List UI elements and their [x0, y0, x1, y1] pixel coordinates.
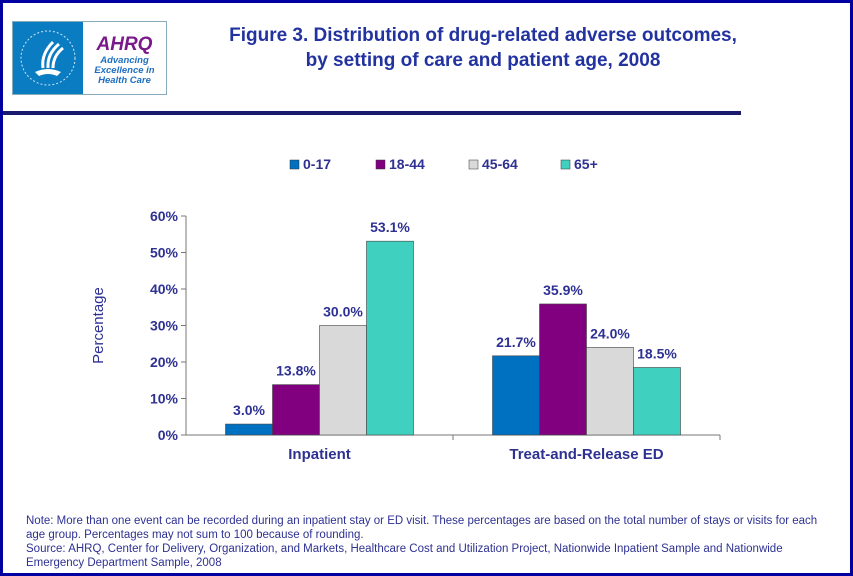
title-rule — [3, 111, 741, 115]
ahrq-tagline: Advancing Excellence in Health Care — [94, 55, 155, 86]
data-label: 30.0% — [323, 304, 363, 320]
bar-18-44 — [272, 384, 320, 436]
chart-title: Figure 3. Distribution of drug-related a… — [183, 23, 783, 73]
source-text: Source: AHRQ, Center for Delivery, Organ… — [26, 543, 783, 569]
eagle-icon — [20, 30, 76, 86]
data-label: 35.9% — [543, 282, 583, 298]
data-label: 21.7% — [496, 334, 536, 350]
data-label: 24.0% — [590, 325, 630, 341]
legend-label: 65+ — [574, 156, 598, 172]
title-line-1: Figure 3. Distribution of drug-related a… — [229, 25, 737, 46]
logo: AHRQ Advancing Excellence in Health Care — [12, 21, 167, 95]
y-tick-label: 20% — [150, 354, 179, 370]
category-label: Treat-and-Release ED — [509, 446, 663, 463]
data-label: 13.8% — [276, 363, 316, 379]
y-axis-label: Percentage — [90, 287, 107, 364]
title-line-2: by setting of care and patient age, 2008 — [305, 50, 661, 71]
legend-swatch-65+ — [560, 159, 571, 170]
hhs-logo — [13, 22, 83, 94]
note-text: Note: More than one event can be recorde… — [26, 515, 818, 541]
data-label: 3.0% — [233, 402, 265, 418]
legend-label: 45-64 — [482, 156, 518, 172]
legend-swatch-0-17 — [289, 159, 300, 170]
y-tick-label: 40% — [150, 281, 179, 297]
y-tick-label: 10% — [150, 391, 179, 407]
data-label: 18.5% — [637, 345, 677, 361]
y-tick-label: 50% — [150, 245, 179, 261]
bar-18-44 — [539, 303, 587, 436]
y-tick-label: 30% — [150, 318, 179, 334]
data-label: 53.1% — [370, 219, 410, 235]
y-tick-label: 60% — [150, 208, 179, 224]
bar-65+ — [366, 240, 414, 436]
legend-swatch-45-64 — [468, 159, 479, 170]
notes: Note: More than one event can be recorde… — [26, 514, 836, 570]
legend-label: 0-17 — [303, 156, 331, 172]
ahrq-wordmark: AHRQ — [96, 34, 153, 55]
bar-65+ — [633, 367, 681, 436]
category-label: Inpatient — [288, 446, 351, 463]
legend-label: 18-44 — [389, 156, 425, 172]
legend-swatch-18-44 — [375, 159, 386, 170]
y-tick-label: 0% — [158, 427, 179, 443]
bar-chart: 0-17 18-44 45-64 65+ 0% 10% 20% 30% 40% 50% 60% Per… — [90, 156, 721, 463]
bar-0-17 — [492, 355, 540, 436]
bar-45-64 — [319, 325, 367, 436]
bar-45-64 — [586, 347, 634, 436]
bar-0-17 — [225, 423, 273, 436]
ahrq-logo: AHRQ Advancing Excellence in Health Care — [83, 22, 166, 94]
